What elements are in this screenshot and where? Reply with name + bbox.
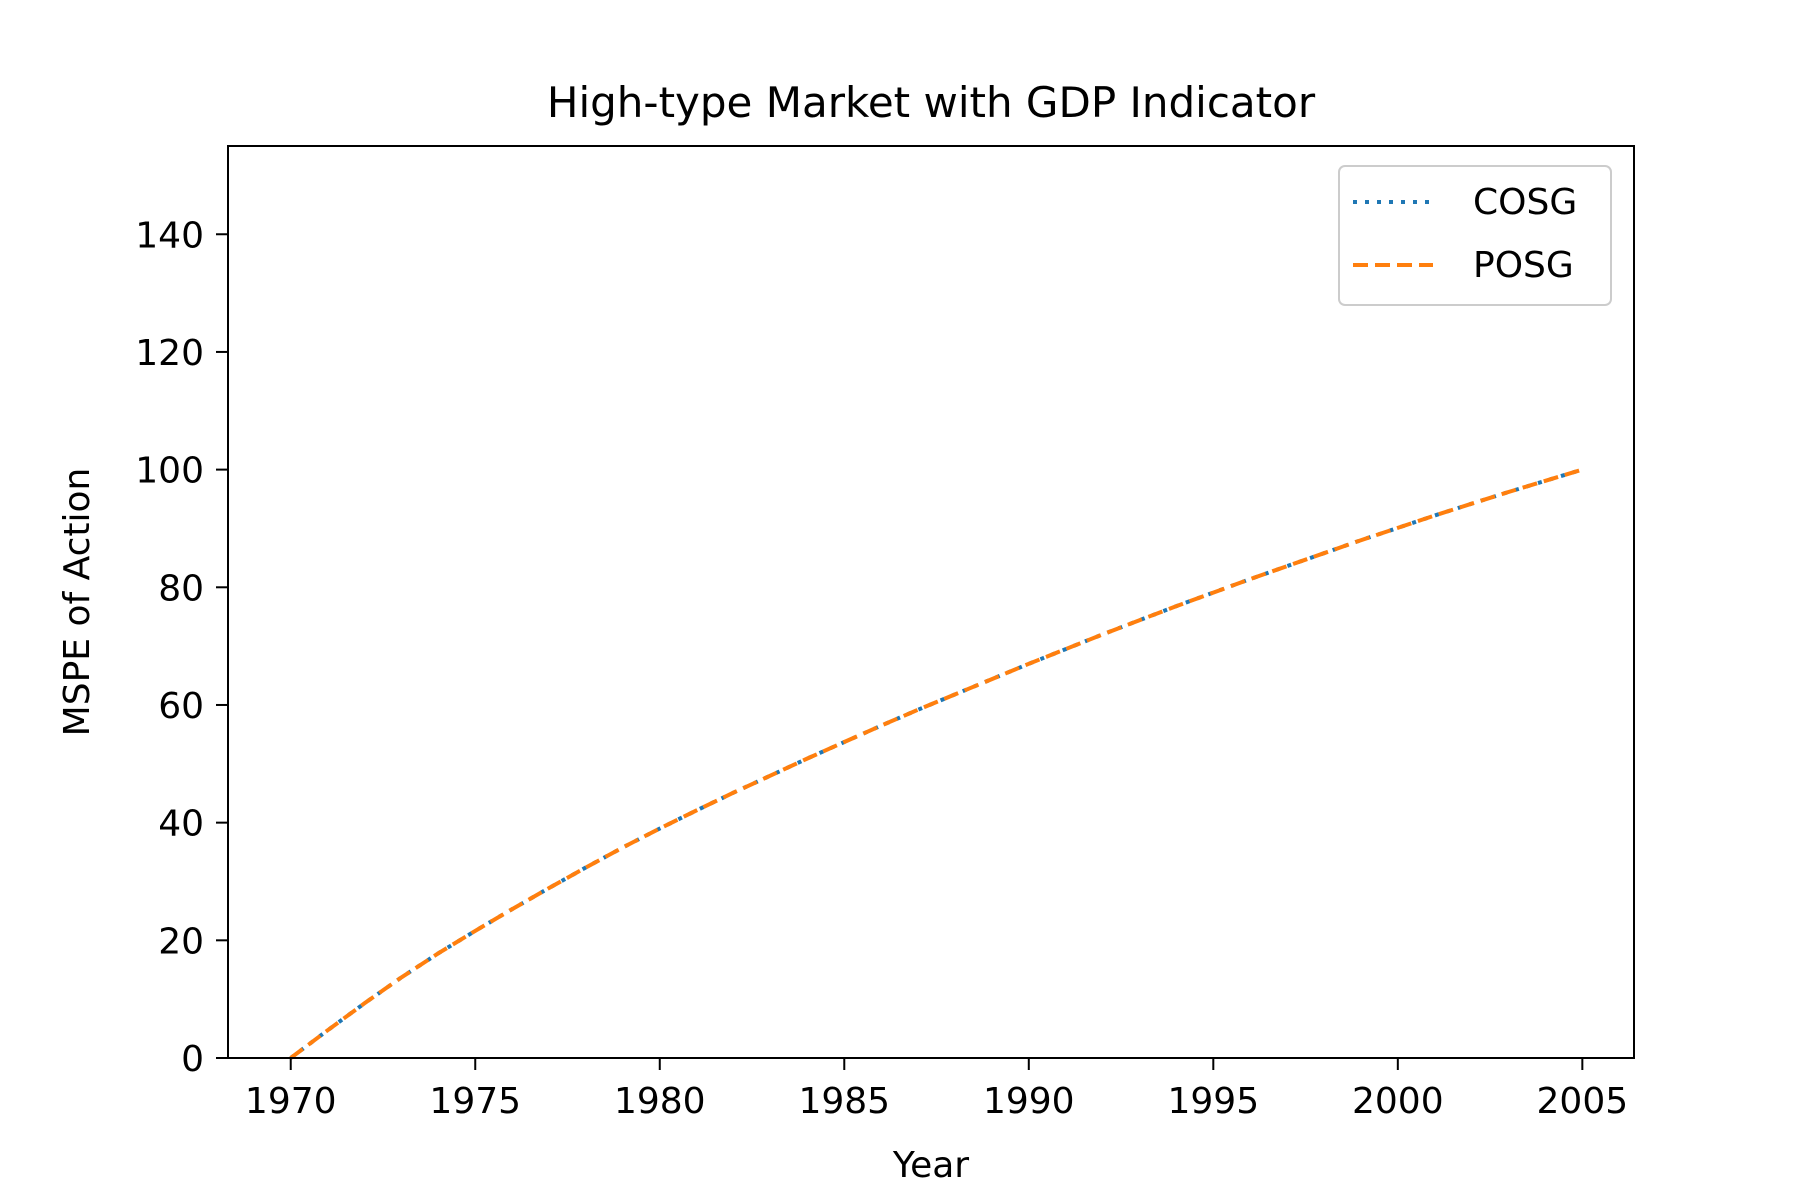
data-point-posg [1322,551,1326,555]
data-point-posg [584,865,588,869]
x-tick-label: 1970 [245,1081,337,1122]
data-point-posg [953,692,957,696]
y-tick-label: 0 [181,1039,204,1080]
data-point-posg [1138,618,1142,622]
x-tick-label: 1975 [429,1081,521,1122]
data-point-posg [1470,502,1474,506]
x-tick-label: 2005 [1537,1081,1629,1122]
data-point-posg [363,1001,367,1005]
plot-area-frame [227,145,1635,1059]
data-point-posg [1027,662,1031,666]
chart-title: High-type Market with GDP Indicator [547,78,1316,127]
data-point-posg [436,951,440,955]
legend-label-cosg: COSG [1473,182,1577,223]
series-layer [289,467,1584,1060]
x-axis-label: Year [892,1145,969,1186]
x-tick-label: 1980 [614,1081,706,1122]
y-tick-label: 60 [158,686,204,727]
data-point-posg [510,907,514,911]
x-tick-label: 2000 [1352,1081,1444,1122]
data-point-posg [916,708,920,712]
data-point-posg [1211,591,1215,595]
series-posg [289,467,1584,1060]
y-tick-label: 20 [158,921,204,962]
data-point-posg [1064,647,1068,651]
data-point-posg [1543,479,1547,483]
data-point-posg [621,845,625,849]
data-point-posg [1248,577,1252,581]
data-point-posg [842,740,846,744]
data-point-posg [1396,526,1400,530]
data-point-posg [658,827,662,831]
data-point-posg [1101,632,1105,636]
data-point-posg [732,791,736,795]
data-point-posg [879,724,883,728]
legend-box [1338,165,1612,306]
y-axis-ticks: 0 20 40 60 80 100 120 140 [135,215,228,1080]
legend-label-posg: POSG [1473,245,1574,286]
series-line-posg [289,467,1583,1060]
data-point-posg [473,929,477,933]
y-tick-label: 100 [135,451,204,492]
x-tick-label: 1985 [798,1081,890,1122]
data-point-posg [547,886,551,890]
x-tick-label: 1995 [1167,1081,1259,1122]
y-axis-label: MSPE of Action [57,468,98,737]
y-tick-label: 120 [135,333,204,374]
data-point-posg [1174,604,1178,608]
data-point-posg [326,1028,330,1032]
data-point-posg [805,757,809,761]
data-point-posg [1359,538,1363,542]
data-point-posg [1580,468,1584,472]
legend: COSG POSG [1338,165,1612,306]
y-tick-label: 40 [158,804,204,845]
data-point-posg [990,677,994,681]
x-tick-label: 1990 [983,1081,1075,1122]
x-axis-ticks: 1970 1975 1980 1985 1990 1995 2000 2005 [245,1058,1628,1122]
data-point-posg [1433,514,1437,518]
data-point-posg [769,774,773,778]
data-point-posg [695,808,699,812]
data-point-posg [1285,564,1289,568]
y-tick-label: 80 [158,568,204,609]
y-tick-label: 140 [135,215,204,256]
data-point-posg [1507,490,1511,494]
data-point-posg [399,975,403,979]
